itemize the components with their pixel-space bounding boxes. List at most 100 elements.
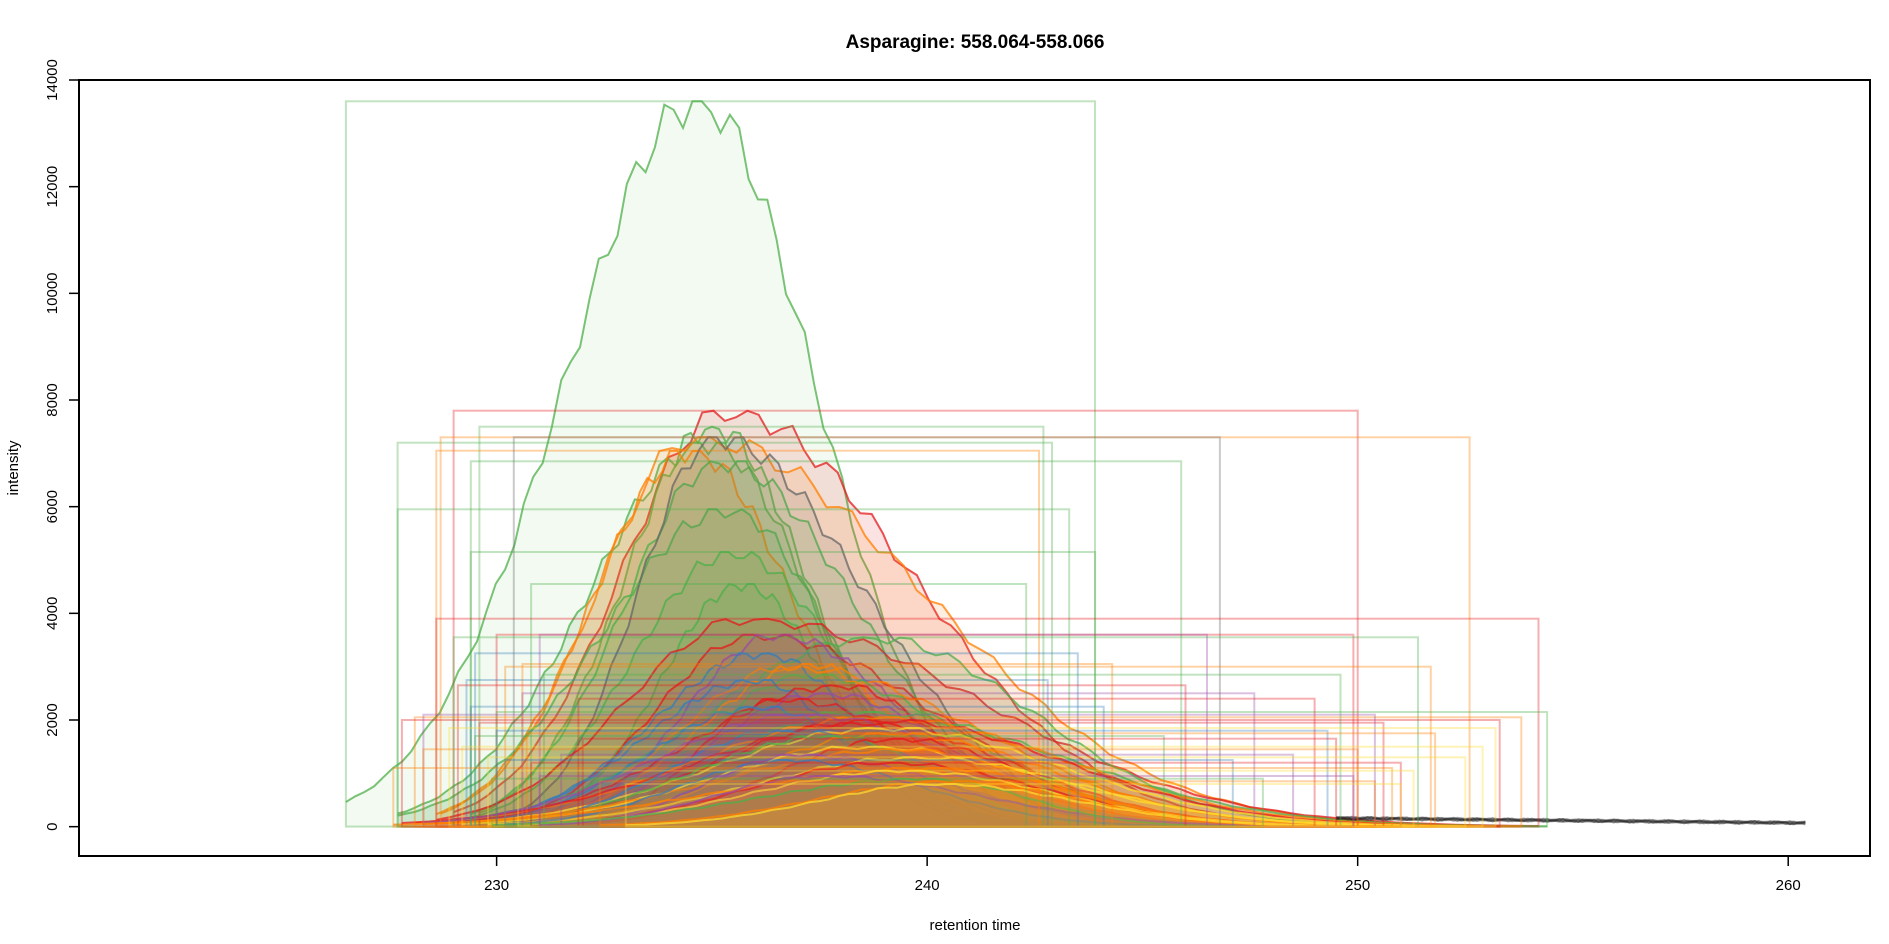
peak-bound-25 bbox=[413, 716, 1523, 828]
x-tick-label-3: 260 bbox=[1776, 877, 1801, 894]
peak-line-29 bbox=[449, 726, 1496, 828]
peak-bound-27 bbox=[422, 713, 1376, 828]
peak-area-2 bbox=[479, 426, 1044, 827]
peak-area-44 bbox=[599, 781, 1375, 827]
x-tick-label-2: 250 bbox=[1345, 877, 1370, 894]
x-tick-label-1: 240 bbox=[915, 877, 940, 894]
peak-bound-14 bbox=[538, 633, 1208, 828]
peak-area-43 bbox=[492, 778, 1263, 827]
tail-trace-2 bbox=[1335, 815, 1806, 826]
peak-bound-36 bbox=[560, 753, 1295, 828]
peak-bound-24 bbox=[469, 705, 1105, 828]
peak-line-24 bbox=[470, 705, 1104, 828]
peak-bound-13 bbox=[452, 636, 1420, 828]
peak-bound-3 bbox=[396, 441, 1054, 828]
peak-line-5 bbox=[435, 449, 1040, 827]
peak-area-17 bbox=[475, 653, 1078, 827]
peak-area-42 bbox=[539, 776, 1354, 827]
peak-bound-16 bbox=[543, 673, 1342, 828]
peak-bound-9 bbox=[469, 551, 1097, 828]
peak-bound-5 bbox=[435, 449, 1040, 828]
peak-bound-40 bbox=[392, 767, 1394, 828]
peak-bound-0 bbox=[344, 100, 1096, 828]
peak-bound-42 bbox=[538, 775, 1355, 828]
peak-bound-4 bbox=[439, 436, 1471, 828]
peak-area-23 bbox=[578, 698, 1315, 827]
peak-bound-19 bbox=[465, 679, 1049, 828]
peak-bound-34 bbox=[461, 745, 1484, 828]
peak-area-13 bbox=[453, 637, 1418, 827]
peak-bound-6 bbox=[469, 460, 1183, 828]
y-tick-label-2: 4000 bbox=[44, 597, 61, 630]
chart-title: Asparagine: 558.064-558.066 bbox=[846, 32, 1105, 53]
peak-bound-20 bbox=[456, 684, 1187, 828]
tail-trace-5 bbox=[1335, 815, 1806, 826]
peak-area-1 bbox=[453, 410, 1358, 827]
plot-frame bbox=[78, 79, 1871, 857]
peak-bound-1 bbox=[452, 409, 1359, 828]
peaks-layer bbox=[345, 100, 1548, 828]
y-tick-label-4: 8000 bbox=[44, 383, 61, 416]
peak-area-39 bbox=[531, 762, 1401, 827]
peak-bound-18 bbox=[521, 663, 1114, 828]
peak-bound-17 bbox=[474, 652, 1079, 828]
tail-layer bbox=[1335, 815, 1806, 826]
peak-line-42 bbox=[539, 774, 1354, 828]
peak-bound-43 bbox=[491, 777, 1264, 828]
peak-bound-32 bbox=[474, 735, 1165, 828]
y-tick-label-1: 2000 bbox=[44, 703, 61, 736]
y-tick-label-6: 12000 bbox=[44, 166, 61, 208]
peak-area-36 bbox=[561, 754, 1294, 827]
y-axis: 0 2000 4000 6000 8000 10000 12000 14000 bbox=[44, 59, 79, 831]
peak-area-31 bbox=[526, 733, 1436, 827]
peak-line-43 bbox=[492, 777, 1263, 828]
x-axis-label: retention time bbox=[930, 917, 1021, 934]
peak-bound-26 bbox=[400, 719, 1501, 828]
peak-line-7 bbox=[397, 508, 1070, 827]
peak-area-14 bbox=[539, 634, 1207, 827]
peak-area-45 bbox=[625, 784, 1401, 827]
peak-bound-31 bbox=[525, 732, 1437, 828]
peak-area-8 bbox=[513, 437, 1220, 827]
peak-bound-35 bbox=[422, 748, 1359, 828]
peak-line-37 bbox=[487, 756, 1466, 828]
peak-bound-28 bbox=[478, 721, 1385, 828]
peak-bound-15 bbox=[504, 665, 1432, 828]
peak-bound-44 bbox=[598, 780, 1376, 828]
peak-area-15 bbox=[505, 666, 1431, 827]
peak-bound-33 bbox=[581, 737, 1338, 828]
y-axis-label: intensity bbox=[5, 440, 22, 496]
y-tick-label-5: 10000 bbox=[44, 272, 61, 314]
peak-bound-30 bbox=[495, 729, 1329, 828]
peak-bound-11 bbox=[435, 617, 1540, 828]
peak-bound-45 bbox=[624, 783, 1402, 828]
tail-trace-0 bbox=[1336, 815, 1806, 826]
peak-area-7 bbox=[397, 509, 1070, 827]
tail-trace-3 bbox=[1335, 815, 1806, 826]
y-tick-label-0: 0 bbox=[44, 822, 61, 830]
peak-area-37 bbox=[488, 757, 1466, 827]
peak-bound-12 bbox=[495, 633, 1355, 828]
peak-bound-2 bbox=[478, 425, 1045, 828]
tail-trace-1 bbox=[1335, 815, 1806, 826]
peak-bound-37 bbox=[487, 756, 1467, 828]
peak-line-9 bbox=[470, 550, 1096, 827]
peak-bounds-layer bbox=[344, 100, 1549, 828]
peak-area-4 bbox=[440, 437, 1470, 827]
y-tick-label-3: 6000 bbox=[44, 490, 61, 523]
peak-area-33 bbox=[582, 738, 1337, 827]
peak-bound-8 bbox=[512, 436, 1221, 828]
peak-line-19 bbox=[466, 678, 1048, 828]
peak-line-45 bbox=[625, 782, 1401, 828]
peak-bound-10 bbox=[530, 583, 1028, 828]
y-tick-label-7: 14000 bbox=[44, 59, 61, 101]
peak-bound-22 bbox=[495, 711, 1549, 828]
peak-bound-41 bbox=[517, 769, 1415, 828]
peak-bound-23 bbox=[577, 697, 1316, 828]
peak-area-3 bbox=[397, 442, 1053, 827]
tail-trace-4 bbox=[1335, 816, 1806, 825]
x-tick-label-0: 230 bbox=[484, 877, 509, 894]
peak-line-18 bbox=[522, 662, 1113, 828]
peak-bound-38 bbox=[504, 759, 1234, 828]
